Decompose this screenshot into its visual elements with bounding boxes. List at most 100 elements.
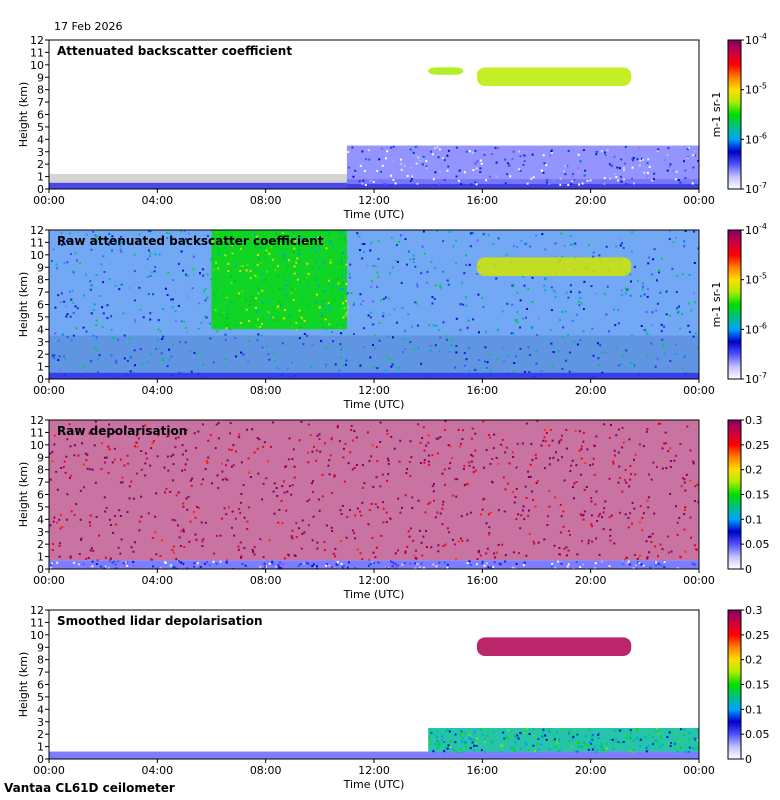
y-tick-label: 12 — [30, 34, 44, 47]
date-label: 17 Feb 2026 — [54, 20, 123, 33]
colorbar-tick-label: 10-5 — [745, 272, 767, 287]
colorbar-tick-label: 0.15 — [745, 679, 770, 692]
colorbar-unit-label: m-1 sr-1 — [710, 282, 723, 328]
x-tick-label: 04:00 — [141, 574, 173, 587]
colorbar-tick-label: 0.1 — [745, 703, 763, 716]
y-tick-label: 1 — [37, 171, 44, 184]
feature-boundary-layer-strong- — [49, 372, 699, 379]
feature-boundary-layer-strong- — [49, 182, 347, 189]
colorbar-tick-label: 0.25 — [745, 439, 770, 452]
y-tick-label: 9 — [37, 641, 44, 654]
x-tick-label: 08:00 — [250, 384, 282, 397]
y-tick-label: 10 — [30, 629, 44, 642]
y-tick-label: 5 — [37, 311, 44, 324]
y-tick-label: 0 — [37, 373, 44, 386]
colorbar-tick-label: 10-6 — [745, 131, 767, 146]
y-tick-label: 11 — [30, 46, 44, 59]
y-tick-label: 5 — [37, 501, 44, 514]
y-tick-label: 4 — [37, 323, 44, 336]
y-tick-label: 0 — [37, 563, 44, 576]
x-tick-label: 20:00 — [575, 384, 607, 397]
feature-low-level-aerosol — [49, 560, 699, 569]
colorbar-tick-label: 10-4 — [745, 32, 767, 47]
x-axis-label: Time (UTC) — [343, 778, 405, 790]
colorbar — [727, 609, 742, 760]
y-tick-label: 4 — [37, 703, 44, 716]
y-tick-label: 3 — [37, 146, 44, 159]
y-tick-label: 9 — [37, 71, 44, 84]
colorbar-tick-label: 10-5 — [745, 82, 767, 97]
y-tick-label: 9 — [37, 451, 44, 464]
colorbar-tick-label: 0.1 — [745, 513, 763, 526]
y-tick-label: 9 — [37, 261, 44, 274]
y-tick-label: 7 — [37, 286, 44, 299]
heatmap-field — [49, 637, 699, 759]
y-tick-label: 7 — [37, 96, 44, 109]
feature-cirrus-cloud — [476, 257, 632, 276]
x-tick-label: 04:00 — [141, 764, 173, 777]
y-tick-label: 0 — [37, 753, 44, 766]
feature-noise — [49, 420, 699, 561]
y-tick-label: 12 — [30, 224, 44, 237]
y-tick-label: 11 — [30, 426, 44, 439]
y-tick-label: 10 — [30, 249, 44, 262]
x-tick-label: 08:00 — [250, 194, 282, 207]
colorbar-tick-label: 0.05 — [745, 728, 770, 741]
y-tick-label: 2 — [37, 158, 44, 171]
panel-title: Raw depolarisation — [57, 424, 187, 438]
x-tick-label: 00:00 — [683, 194, 715, 207]
y-tick-label: 1 — [37, 551, 44, 564]
colorbar-tick-label: 0.2 — [745, 654, 763, 667]
y-axis-label: Height (km) — [17, 82, 30, 148]
y-tick-label: 0 — [37, 183, 44, 196]
x-tick-label: 12:00 — [358, 194, 390, 207]
heatmap-field — [49, 420, 699, 569]
y-tick-label: 8 — [37, 274, 44, 287]
y-tick-label: 2 — [37, 348, 44, 361]
y-tick-label: 3 — [37, 336, 44, 349]
x-tick-label: 08:00 — [250, 574, 282, 587]
y-tick-label: 3 — [37, 526, 44, 539]
colorbar-tick-label: 0.25 — [745, 629, 770, 642]
x-tick-label: 00:00 — [33, 384, 65, 397]
x-tick-label: 20:00 — [575, 194, 607, 207]
feature-noise-background — [49, 230, 699, 379]
feature-enhanced-signal — [211, 230, 347, 330]
x-tick-label: 04:00 — [141, 384, 173, 397]
y-tick-label: 6 — [37, 109, 44, 122]
y-tick-label: 3 — [37, 716, 44, 729]
colorbar-tick-label: 10-4 — [745, 222, 767, 237]
colorbar — [727, 229, 742, 380]
x-tick-label: 04:00 — [141, 194, 173, 207]
y-axis-label: Height (km) — [17, 652, 30, 718]
x-tick-label: 00:00 — [33, 194, 65, 207]
y-tick-label: 6 — [37, 489, 44, 502]
x-tick-label: 16:00 — [466, 574, 498, 587]
x-tick-label: 08:00 — [250, 764, 282, 777]
y-tick-label: 7 — [37, 476, 44, 489]
x-tick-label: 20:00 — [575, 574, 607, 587]
x-tick-label: 00:00 — [683, 384, 715, 397]
colorbar-tick-label: 0.3 — [745, 414, 763, 427]
panel-title: Smoothed lidar depolarisation — [57, 614, 263, 628]
y-tick-label: 1 — [37, 361, 44, 374]
x-tick-label: 00:00 — [33, 574, 65, 587]
panel-title: Raw attenuated backscatter coefficient — [57, 234, 324, 248]
y-tick-label: 2 — [37, 728, 44, 741]
y-tick-label: 2 — [37, 538, 44, 551]
colorbar-tick-label: 0.15 — [745, 489, 770, 502]
x-tick-label: 16:00 — [466, 194, 498, 207]
x-tick-label: 00:00 — [683, 574, 715, 587]
y-tick-label: 11 — [30, 236, 44, 249]
colorbar — [727, 39, 742, 190]
x-tick-label: 12:00 — [358, 574, 390, 587]
x-axis-label: Time (UTC) — [343, 208, 405, 220]
panel-raw-depolarisation: Raw depolarisation 012345678910111200:00… — [17, 414, 770, 600]
y-tick-label: 5 — [37, 121, 44, 134]
y-tick-label: 10 — [30, 59, 44, 72]
colorbar-unit-label: m-1 sr-1 — [710, 92, 723, 138]
x-axis-label: Time (UTC) — [343, 398, 405, 410]
y-tick-label: 8 — [37, 464, 44, 477]
y-tick-label: 8 — [37, 654, 44, 667]
y-tick-label: 5 — [37, 691, 44, 704]
